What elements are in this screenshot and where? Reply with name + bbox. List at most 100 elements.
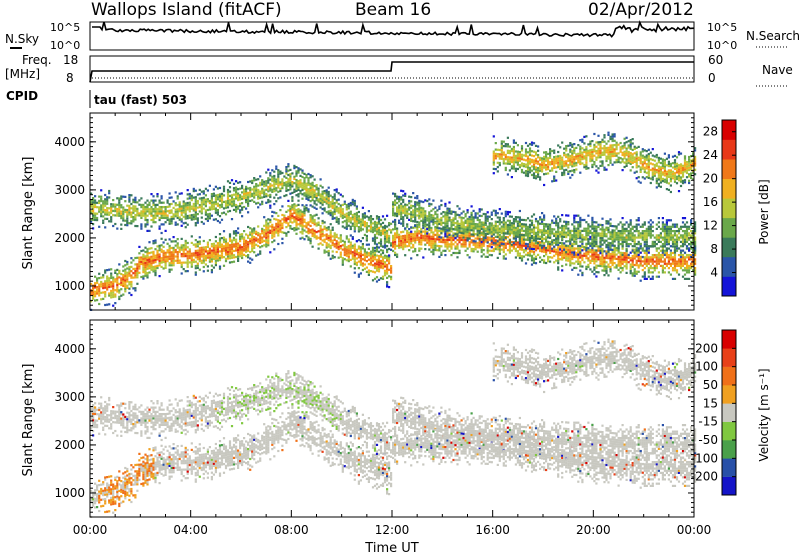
power-cell bbox=[194, 249, 197, 252]
power-cell bbox=[303, 194, 306, 197]
power-cell bbox=[579, 247, 582, 251]
power-cell bbox=[249, 240, 252, 243]
power-cell bbox=[293, 229, 296, 232]
power-cell bbox=[504, 168, 507, 172]
power-cell bbox=[307, 194, 310, 197]
power-cell bbox=[287, 224, 290, 227]
power-cell bbox=[210, 195, 213, 198]
power-cell bbox=[243, 240, 246, 243]
power-cell bbox=[214, 200, 217, 204]
power-cell bbox=[253, 192, 256, 195]
power-cell bbox=[319, 184, 322, 187]
power-cell bbox=[456, 233, 459, 236]
power-cell bbox=[235, 240, 238, 243]
power-cell bbox=[466, 211, 469, 214]
power-cell bbox=[230, 196, 234, 199]
power-cell bbox=[295, 226, 298, 229]
power-cell bbox=[442, 238, 445, 242]
power-cell bbox=[176, 242, 179, 245]
power-cell bbox=[291, 227, 294, 230]
power-cell bbox=[537, 241, 540, 245]
power-cell bbox=[512, 222, 515, 225]
power-cell bbox=[273, 230, 276, 234]
power-cell bbox=[496, 246, 499, 249]
power-cell bbox=[577, 252, 580, 255]
power-cell bbox=[192, 190, 195, 193]
power-cell bbox=[577, 236, 580, 239]
power-cell bbox=[428, 233, 431, 236]
power-cell bbox=[537, 171, 540, 174]
power-cell bbox=[496, 240, 499, 243]
power-cell bbox=[516, 144, 519, 147]
power-cell bbox=[476, 229, 479, 232]
power-cell bbox=[228, 261, 232, 264]
power-cell bbox=[172, 248, 175, 252]
power-cell bbox=[406, 223, 409, 226]
power-cell bbox=[202, 192, 205, 195]
power-cell bbox=[206, 252, 209, 255]
power-cell bbox=[406, 214, 409, 217]
power-cell bbox=[277, 186, 280, 189]
power-cell bbox=[275, 227, 278, 230]
power-cell bbox=[168, 220, 171, 223]
power-cell bbox=[257, 191, 260, 194]
power-cell bbox=[406, 232, 409, 235]
power-cell bbox=[120, 283, 123, 286]
power-cell bbox=[319, 178, 322, 181]
power-cell bbox=[140, 225, 143, 228]
power-cell bbox=[430, 239, 433, 243]
power-cell bbox=[331, 202, 334, 205]
power-cell bbox=[496, 243, 499, 246]
power-cell bbox=[188, 216, 191, 219]
power-cell bbox=[553, 254, 556, 257]
power-cell bbox=[323, 207, 326, 210]
power-cell bbox=[305, 207, 308, 210]
power-cell bbox=[587, 152, 590, 155]
power-cell bbox=[498, 148, 501, 152]
power-cell bbox=[228, 239, 232, 242]
power-cell bbox=[285, 168, 288, 171]
power-cell bbox=[186, 246, 189, 249]
power-cell bbox=[210, 208, 213, 211]
power-cell bbox=[337, 256, 340, 259]
power-cell bbox=[581, 138, 584, 141]
power-cell bbox=[472, 227, 475, 230]
power-cell bbox=[599, 258, 602, 261]
power-cell bbox=[363, 214, 366, 217]
power-cell bbox=[506, 242, 509, 245]
power-cell bbox=[545, 251, 548, 254]
power-cell bbox=[478, 210, 481, 213]
power-cell bbox=[541, 157, 544, 160]
power-cell bbox=[146, 229, 149, 232]
power-cell bbox=[333, 232, 336, 235]
power-cell bbox=[331, 250, 334, 253]
power-cell bbox=[381, 262, 385, 265]
power-cell bbox=[142, 260, 145, 263]
power-cell bbox=[520, 233, 524, 237]
power-cell bbox=[180, 244, 183, 247]
power-cell bbox=[104, 271, 107, 274]
power-cell bbox=[398, 244, 401, 247]
power-cell bbox=[537, 228, 540, 232]
power-cell bbox=[518, 231, 521, 234]
power-cell bbox=[162, 212, 165, 215]
power-cell bbox=[124, 259, 127, 263]
power-cell bbox=[394, 253, 397, 257]
power-cell bbox=[565, 252, 568, 255]
power-cell bbox=[518, 242, 521, 245]
power-cell bbox=[224, 253, 228, 256]
power-cell bbox=[530, 246, 534, 249]
power-cell bbox=[496, 166, 499, 169]
power-cell bbox=[194, 239, 197, 242]
power-cell bbox=[247, 198, 250, 201]
power-cell bbox=[555, 179, 558, 182]
power-cell bbox=[575, 256, 578, 259]
power-cell bbox=[589, 259, 592, 262]
power-cell bbox=[579, 218, 582, 222]
power-cell bbox=[365, 243, 368, 246]
power-cell bbox=[92, 293, 95, 296]
power-cell bbox=[595, 227, 598, 230]
power-cell bbox=[309, 237, 312, 240]
power-cell bbox=[567, 170, 570, 173]
power-cell bbox=[134, 214, 137, 217]
